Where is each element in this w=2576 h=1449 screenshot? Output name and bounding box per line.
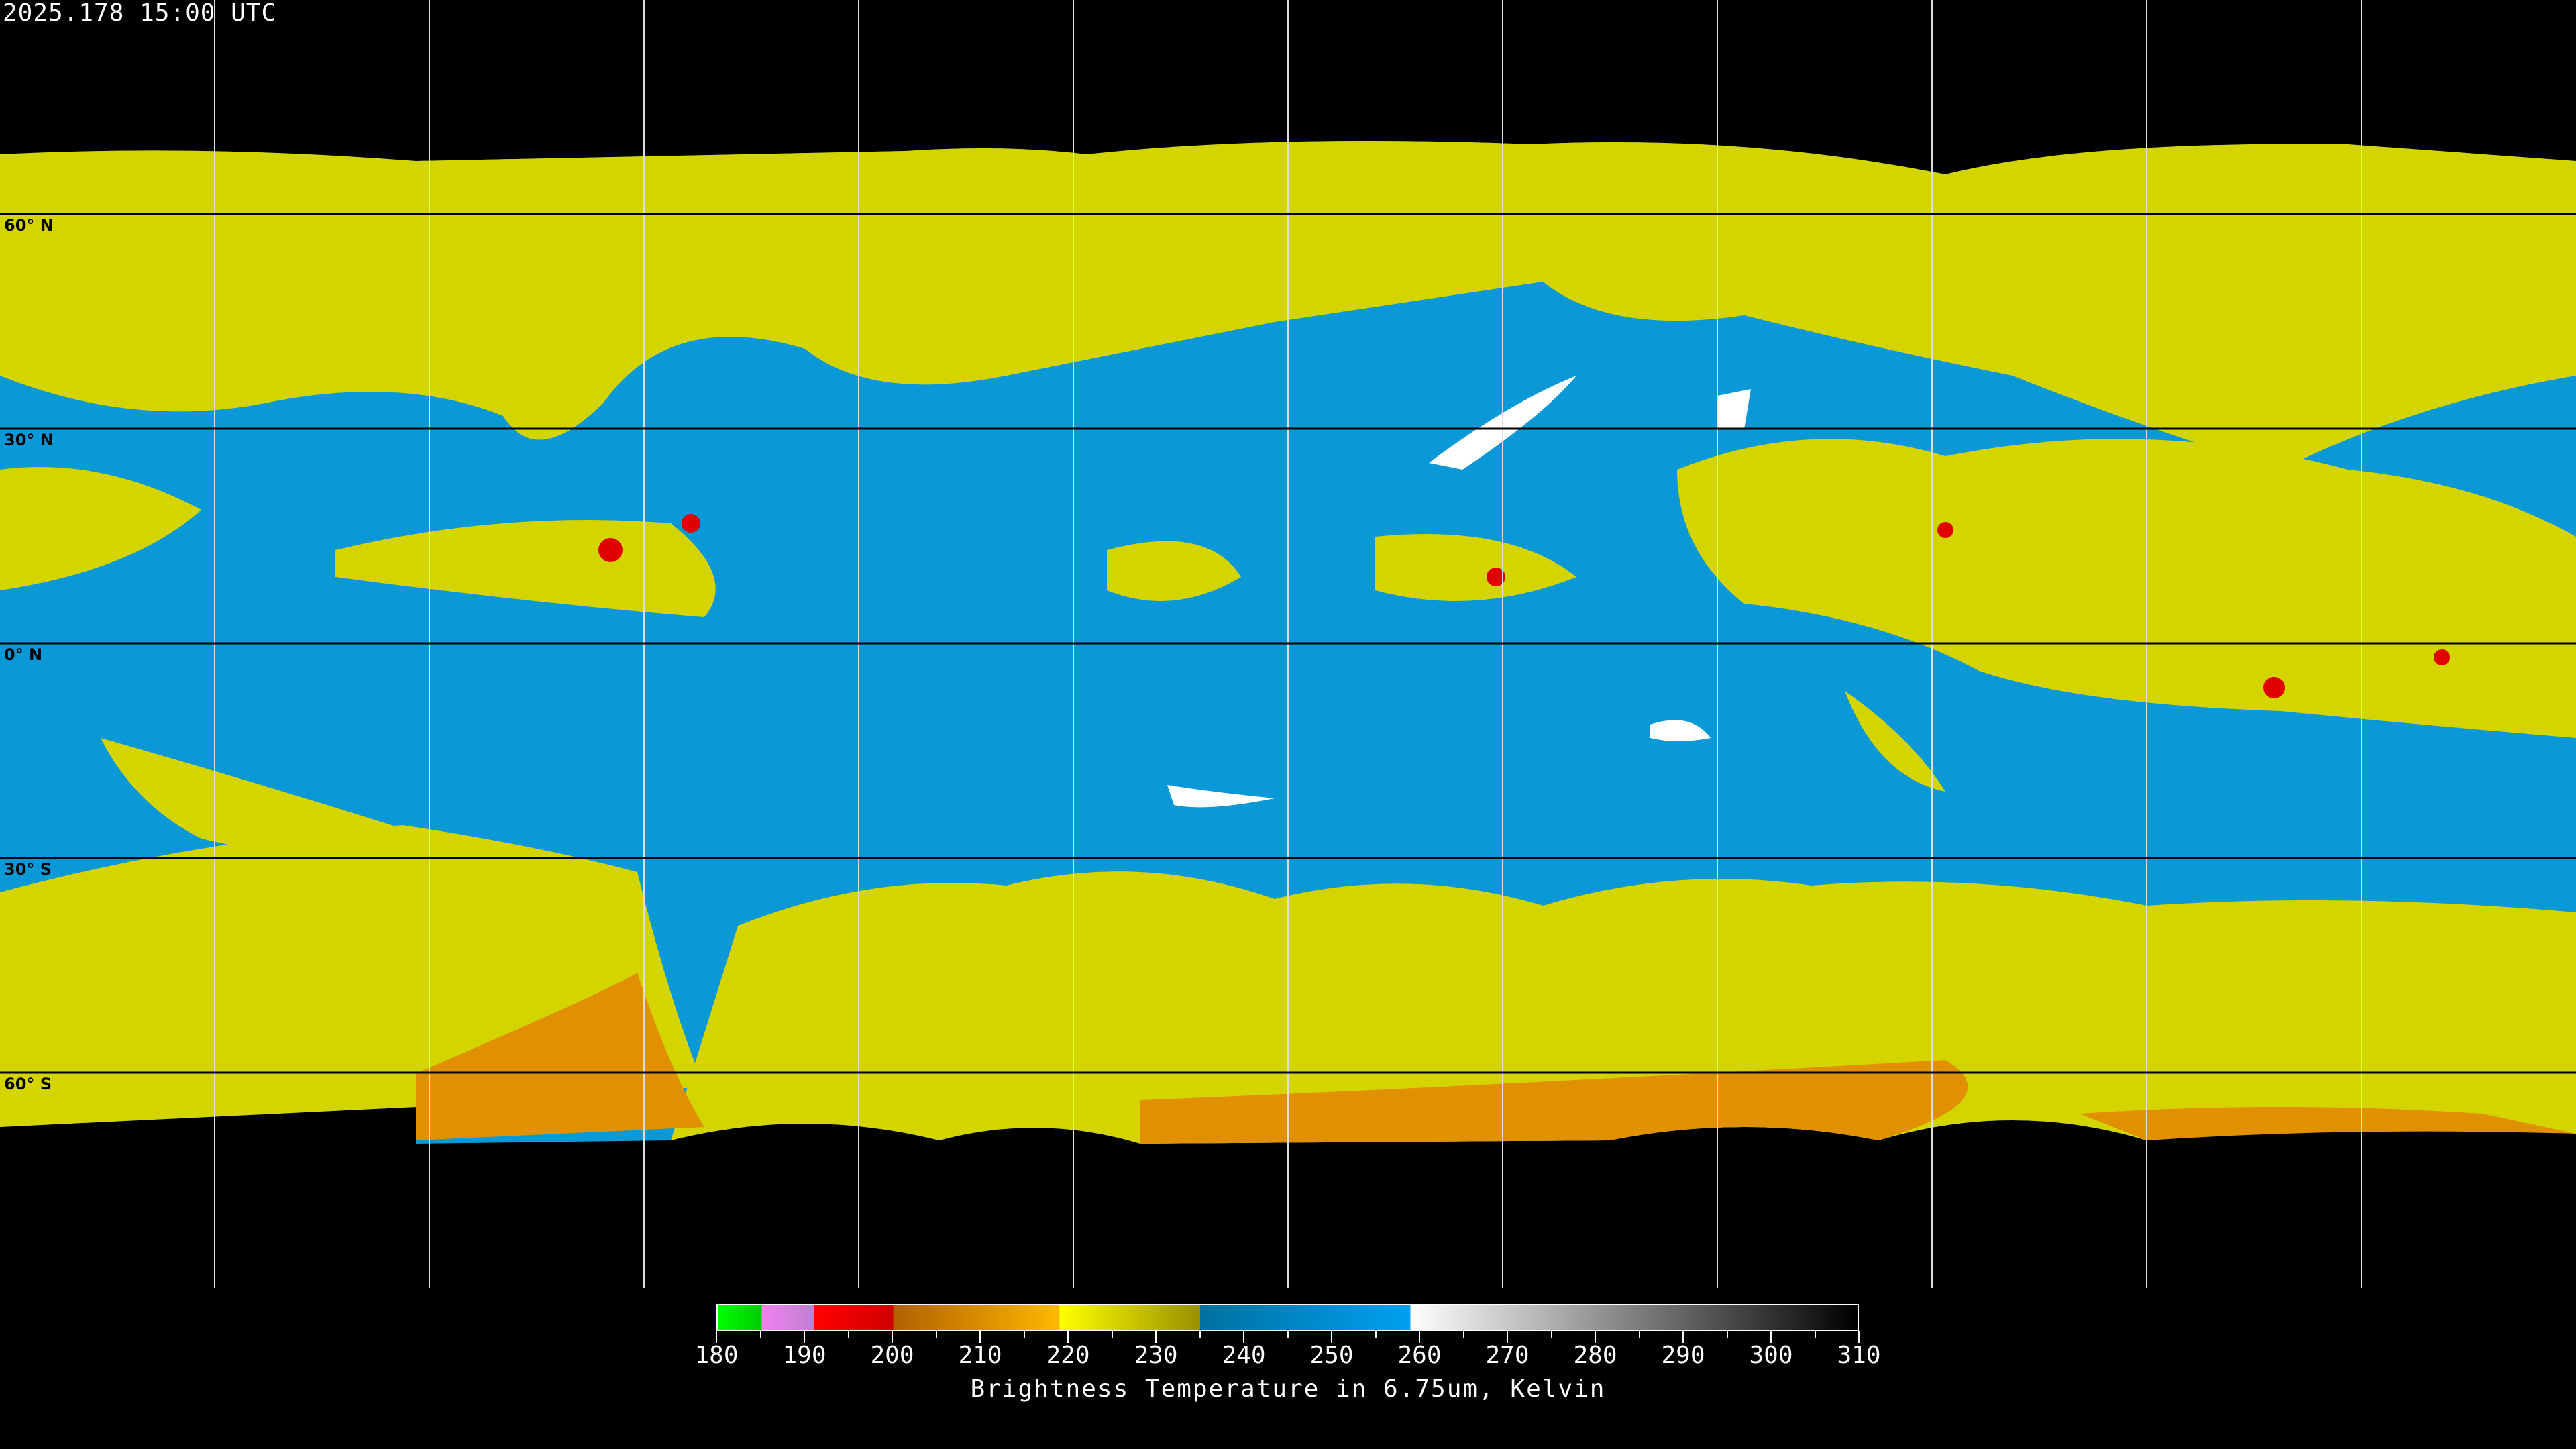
colorbar-tick (1199, 1331, 1201, 1338)
colorbar-tick (1726, 1331, 1728, 1338)
colorbar (716, 1304, 1859, 1331)
colorbar-tick (1375, 1331, 1377, 1338)
colorbar-tick-label: 260 (1397, 1342, 1442, 1369)
colorbar-tick-label: 230 (1134, 1342, 1178, 1369)
colorbar-tick (1067, 1331, 1069, 1343)
lat-label-30n: 30° N (4, 431, 54, 449)
lat-label-30s: 30° S (4, 860, 52, 879)
colorbar-label: Brightness Temperature in 6.75um, Kelvin (970, 1375, 1606, 1403)
colorbar-tick-label: 280 (1573, 1342, 1617, 1369)
colorbar-tick (979, 1331, 981, 1343)
colorbar-tick (1331, 1331, 1332, 1343)
colorbar-tick (1155, 1331, 1157, 1343)
colorbar-tick (759, 1331, 761, 1338)
colorbar-tick (847, 1331, 849, 1338)
colorbar-tick-label: 220 (1046, 1342, 1090, 1369)
colorbar-tick-label: 270 (1485, 1342, 1529, 1369)
lat-label-0n: 0° N (4, 645, 43, 664)
colorbar-tick (1419, 1331, 1420, 1343)
colorbar-tick (716, 1331, 717, 1343)
colorbar-tick (1638, 1331, 1640, 1338)
colorbar-tick (1507, 1331, 1508, 1343)
colorbar-tick (1770, 1331, 1772, 1343)
colorbar-tick-label: 240 (1222, 1342, 1266, 1369)
colorbar-tick (1595, 1331, 1596, 1343)
colorbar-tick-label: 310 (1837, 1342, 1881, 1369)
colorbar-tick (892, 1331, 893, 1343)
colorbar-tick (804, 1331, 805, 1343)
colorbar-tick-label: 250 (1309, 1342, 1354, 1369)
colorbar-tick-label: 200 (870, 1342, 914, 1369)
colorbar-tick (1814, 1331, 1816, 1338)
colorbar-tick (1858, 1331, 1860, 1343)
colorbar-tick (1462, 1331, 1464, 1338)
colorbar-tick (935, 1331, 937, 1338)
colorbar-tick (1682, 1331, 1684, 1343)
colorbar-tick-label: 180 (694, 1342, 739, 1369)
deep-convection (598, 514, 2450, 698)
colorbar-tick (1111, 1331, 1113, 1338)
cold-cloud-tops (416, 973, 2576, 1144)
colorbar-tick (1023, 1331, 1025, 1338)
colorbar-tick-label: 300 (1749, 1342, 1793, 1369)
lat-label-60s: 60° S (4, 1075, 52, 1093)
colorbar-tick (1287, 1331, 1289, 1338)
colorbar-tick-label: 210 (958, 1342, 1002, 1369)
graticule (214, 0, 2362, 1288)
lat-label-60n: 60° N (4, 216, 54, 235)
colorbar-tick (1243, 1331, 1244, 1343)
colorbar-tick-label: 290 (1661, 1342, 1705, 1369)
colorbar-tick-label: 190 (782, 1342, 826, 1369)
colorbar-tick (1550, 1331, 1552, 1338)
water-vapor-map (0, 0, 2576, 1288)
timestamp: 2025.178 15:00 UTC (3, 0, 277, 27)
